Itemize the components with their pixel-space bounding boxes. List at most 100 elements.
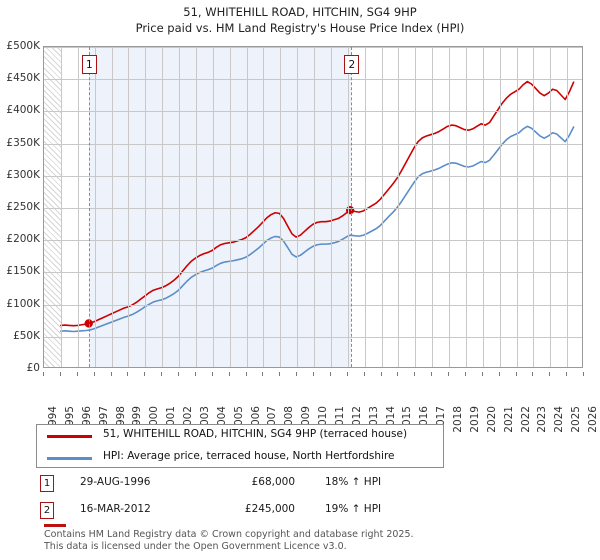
title-subtitle: Price paid vs. HM Land Registry's House … <box>135 21 465 35</box>
gridline-vertical <box>162 47 164 367</box>
x-axis-tick-label: 2023 <box>536 406 549 433</box>
page-title: 51, WHITEHILL ROAD, HITCHIN, SG4 9HP Pri… <box>0 4 600 36</box>
x-axis-tick-mark <box>144 372 146 376</box>
x-axis-tick-mark <box>110 372 112 376</box>
series-line <box>60 125 575 333</box>
x-axis-tick-mark <box>329 372 331 376</box>
footer-accent-rule <box>44 524 66 527</box>
transaction-marker-line <box>351 47 353 367</box>
y-axis-labels: £0 £50K £100K £150K £200K £250K £300K £350K £400… <box>0 40 40 374</box>
footer-line-1: Contains HM Land Registry data © Crown c… <box>44 529 414 540</box>
x-axis-tick-mark <box>178 372 179 376</box>
series-line <box>60 80 575 327</box>
legend-item-property: 51, WHITEHILL ROAD, HITCHIN, SG4 9HP (te… <box>37 425 443 447</box>
gridline-horizontal <box>44 143 582 145</box>
x-axis-tick-mark <box>549 372 551 376</box>
x-axis-tick-mark <box>211 372 213 376</box>
gridline-vertical <box>449 47 450 367</box>
gridline-horizontal <box>44 304 582 306</box>
x-axis-tick-mark <box>380 372 382 376</box>
gridline-vertical <box>499 47 501 367</box>
gridline-vertical <box>94 47 96 367</box>
transaction-price: £245,000 <box>244 503 295 515</box>
gridline-vertical <box>550 47 552 367</box>
y-axis-tick-label: £250K <box>6 201 40 213</box>
table-row[interactable]: 1 29-AUG-1996 £68,000 18% ↑ HPI <box>40 474 460 501</box>
gridline-horizontal <box>44 47 582 48</box>
gridline-vertical <box>111 47 113 367</box>
y-axis-tick-label: £0 <box>26 362 40 374</box>
gridline-vertical <box>533 47 535 367</box>
gridline-vertical <box>398 47 400 367</box>
x-axis-tick-label: 2020 <box>485 406 498 433</box>
legend-label-hpi: HPI: Average price, terraced house, Nort… <box>103 450 395 462</box>
title-address: 51, WHITEHILL ROAD, HITCHIN, SG4 9HP <box>183 5 417 19</box>
x-axis-tick-mark <box>279 372 281 376</box>
no-data-hatch-band <box>44 47 61 367</box>
x-axis-tick-mark <box>583 372 584 376</box>
gridline-vertical <box>263 47 265 367</box>
y-axis-tick-label: £200K <box>6 233 40 246</box>
x-axis-tick-mark <box>414 372 416 376</box>
transaction-marker-line <box>88 47 90 367</box>
transaction-price: £68,000 <box>251 476 295 488</box>
gridline-horizontal <box>44 111 582 113</box>
gridline-vertical <box>297 47 299 367</box>
gridline-vertical <box>314 47 315 367</box>
x-axis-tick-mark <box>228 372 230 376</box>
gridline-vertical <box>145 47 147 367</box>
transaction-marker-box[interactable]: 1 <box>81 55 97 74</box>
x-axis-tick-mark <box>245 372 247 376</box>
y-axis-tick-label: £300K <box>6 168 40 181</box>
y-axis-tick-label: £450K <box>6 72 40 85</box>
x-axis-tick-mark <box>43 372 44 376</box>
y-axis-tick-label: £350K <box>6 136 40 149</box>
x-axis-tick-mark <box>59 372 61 376</box>
table-row[interactable]: 2 16-MAR-2012 £245,000 19% ↑ HPI <box>40 501 460 528</box>
x-axis-tick-label: 2019 <box>468 406 481 433</box>
x-axis-tick-mark <box>313 372 314 376</box>
y-axis-tick-label: £100K <box>6 297 40 310</box>
transaction-marker-dot[interactable] <box>84 319 93 328</box>
gridline-horizontal <box>44 272 582 274</box>
legend-item-hpi: HPI: Average price, terraced house, Nort… <box>37 447 443 469</box>
gridline-vertical <box>280 47 282 367</box>
transaction-hpi-delta: 19% ↑ HPI <box>325 503 382 515</box>
gridline-vertical <box>432 47 434 367</box>
x-axis-tick-mark <box>76 372 78 376</box>
transaction-index-badge: 1 <box>40 475 54 492</box>
x-axis-tick-mark <box>498 372 500 376</box>
x-axis-tick-label: 2018 <box>452 406 464 433</box>
x-axis-tick-mark <box>296 372 298 376</box>
x-axis-tick-mark <box>464 372 466 376</box>
x-axis-tick-label: 2026 <box>587 406 599 433</box>
gridline-vertical <box>347 47 349 367</box>
transaction-hpi-delta: 18% ↑ HPI <box>325 476 382 488</box>
gridline-vertical <box>381 47 383 367</box>
gridline-horizontal <box>44 208 582 209</box>
x-axis-tick-mark <box>363 372 365 376</box>
x-axis-tick-label: 2025 <box>570 406 583 433</box>
gridline-vertical <box>195 47 197 367</box>
y-axis-tick-label: £500K <box>6 40 40 52</box>
gridline-vertical <box>330 47 332 367</box>
transaction-index-badge: 2 <box>40 502 54 519</box>
gridline-horizontal <box>44 240 582 242</box>
x-axis-tick-mark <box>93 372 95 376</box>
transaction-date: 16-MAR-2012 <box>80 503 151 515</box>
gridline-vertical <box>128 47 130 367</box>
x-axis-tick-mark <box>127 372 129 376</box>
legend-swatch-hpi <box>47 457 92 460</box>
chart-legend: 51, WHITEHILL ROAD, HITCHIN, SG4 9HP (te… <box>36 424 444 468</box>
x-axis-tick-label: 2021 <box>502 406 515 433</box>
gridline-vertical <box>229 47 231 367</box>
gridline-vertical <box>415 47 417 367</box>
transaction-marker-box[interactable]: 2 <box>344 55 360 74</box>
x-axis-tick-mark <box>515 372 517 376</box>
price-series-svg <box>60 80 575 333</box>
gridline-vertical <box>212 47 214 367</box>
x-axis-tick-mark <box>161 372 163 376</box>
gridline-vertical <box>179 47 180 367</box>
gridline-vertical <box>77 47 79 367</box>
